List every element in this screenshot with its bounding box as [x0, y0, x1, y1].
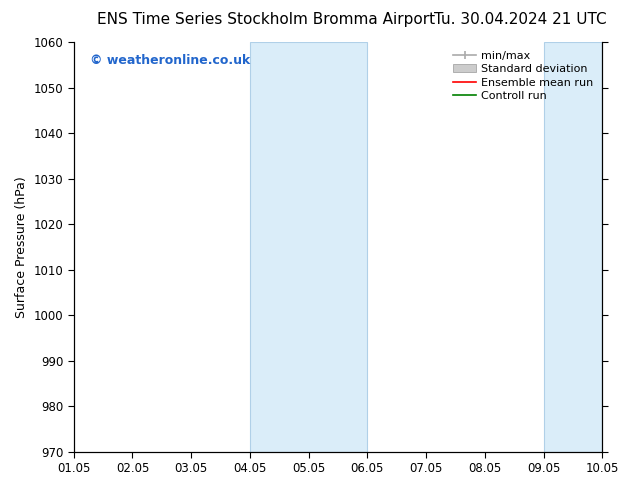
Legend: min/max, Standard deviation, Ensemble mean run, Controll run: min/max, Standard deviation, Ensemble me…	[450, 48, 597, 104]
Y-axis label: Surface Pressure (hPa): Surface Pressure (hPa)	[15, 176, 28, 318]
Bar	[543, 42, 602, 452]
Text: ENS Time Series Stockholm Bromma Airport: ENS Time Series Stockholm Bromma Airport	[97, 12, 436, 27]
Text: Tu. 30.04.2024 21 UTC: Tu. 30.04.2024 21 UTC	[434, 12, 606, 27]
Bar	[250, 42, 367, 452]
Text: © weatheronline.co.uk: © weatheronline.co.uk	[89, 54, 250, 67]
